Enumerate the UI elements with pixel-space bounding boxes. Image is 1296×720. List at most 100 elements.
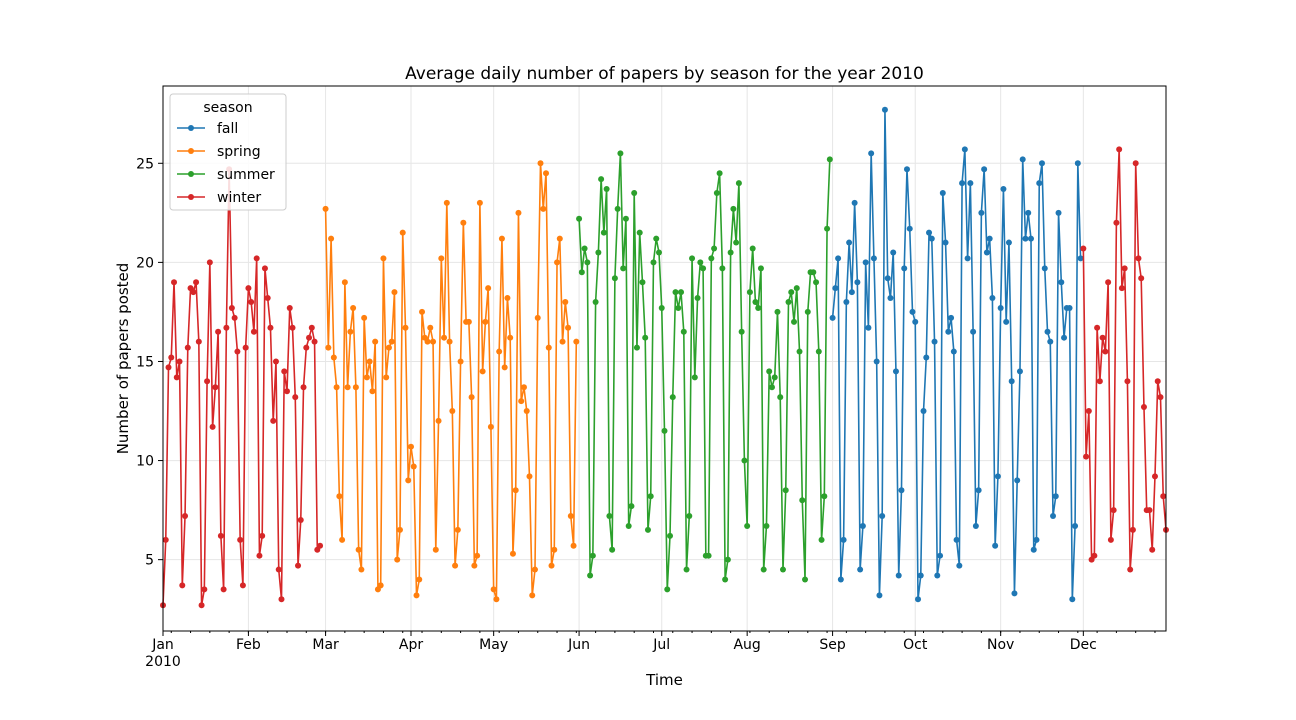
data-point-fall [948,314,955,321]
data-point-winter [267,324,274,331]
legend-marker-spring [188,148,194,154]
data-point-summer [581,245,588,252]
data-point-spring [556,235,563,242]
series-fall [829,106,1084,603]
data-point-summer [744,522,751,529]
data-point-spring [416,576,423,583]
data-point-summer [600,229,607,236]
data-point-spring [383,374,390,381]
data-point-fall [1027,235,1034,242]
data-point-spring [339,536,346,543]
data-point-spring [529,592,536,599]
data-point-winter [286,304,293,311]
data-point-fall [1058,279,1065,286]
data-point-spring [443,199,450,206]
data-point-fall [903,166,910,173]
data-point-spring [457,358,464,365]
data-point-summer [708,255,715,262]
y-axis-label: Number of papers posted [114,263,132,455]
data-point-fall [865,324,872,331]
data-point-spring [570,542,577,549]
data-point-winter [228,304,235,311]
data-point-summer [741,457,748,464]
data-point-spring [512,487,519,494]
data-point-spring [507,334,514,341]
data-point-summer [609,546,616,553]
data-point-fall [846,239,853,246]
data-point-spring [479,368,486,375]
data-point-summer [815,348,822,355]
data-point-fall [1014,477,1021,484]
data-point-winter [1127,566,1134,573]
data-point-fall [1066,304,1073,311]
data-point-summer [686,513,693,520]
data-point-summer [672,289,679,296]
data-point-winter [190,289,197,296]
data-point-spring [493,596,500,603]
data-point-winter [1124,378,1131,385]
data-point-winter [206,259,213,266]
data-point-winter [1102,348,1109,355]
data-point-spring [344,384,351,391]
data-point-summer [730,205,737,212]
data-point-winter [1160,493,1167,500]
data-point-fall [879,513,886,520]
series-line-winter [162,168,321,607]
data-point-spring [504,295,511,302]
data-point-summer [669,394,676,401]
data-point-summer [793,285,800,292]
data-point-spring [432,546,439,553]
data-point-spring [391,289,398,296]
data-point-summer [631,190,638,197]
data-point-fall [942,239,949,246]
data-point-fall [906,225,913,232]
data-point-spring [501,364,508,371]
data-point-spring [347,328,354,335]
data-point-winter [176,358,183,365]
data-point-winter [261,265,268,272]
plot-frame [162,85,1167,632]
data-point-fall [956,562,963,569]
data-point-fall [912,318,919,325]
data-point-winter [1113,219,1120,226]
data-point-spring [490,586,497,593]
data-point-summer [777,394,784,401]
data-point-winter [275,566,282,573]
data-point-spring [573,338,580,345]
data-point-spring [468,394,475,401]
data-point-summer [711,245,718,252]
x-tick-label: Jun [567,637,590,653]
series-layer [160,106,1169,609]
data-point-winter [1080,245,1087,252]
data-point-spring [449,408,456,415]
data-point-summer [633,344,640,351]
data-point-summer [655,249,662,256]
data-point-spring [385,344,392,351]
data-point-summer [755,304,762,311]
series-summer [576,150,833,593]
series-winter [160,146,1169,609]
data-point-fall [1050,513,1057,520]
data-point-fall [931,338,938,345]
data-point-summer [667,532,674,539]
data-point-summer [785,299,792,306]
data-point-summer [796,348,803,355]
x-tick-sublabel: 2010 [145,654,181,670]
data-point-winter [292,394,299,401]
data-point-winter [308,324,315,331]
data-point-spring [407,443,414,450]
data-point-winter [209,423,216,430]
data-point-winter [256,552,263,559]
legend-item-winter: winter [177,190,261,206]
data-point-spring [540,205,547,212]
data-point-summer [614,205,621,212]
data-point-summer [680,328,687,335]
legend-label-fall: fall [217,121,238,137]
data-point-summer [722,576,729,583]
data-point-winter [168,354,175,361]
data-point-fall [926,229,933,236]
data-point-winter [220,586,227,593]
data-point-fall [1039,160,1045,167]
data-point-winter [1138,275,1145,282]
legend-marker-fall [188,125,194,131]
